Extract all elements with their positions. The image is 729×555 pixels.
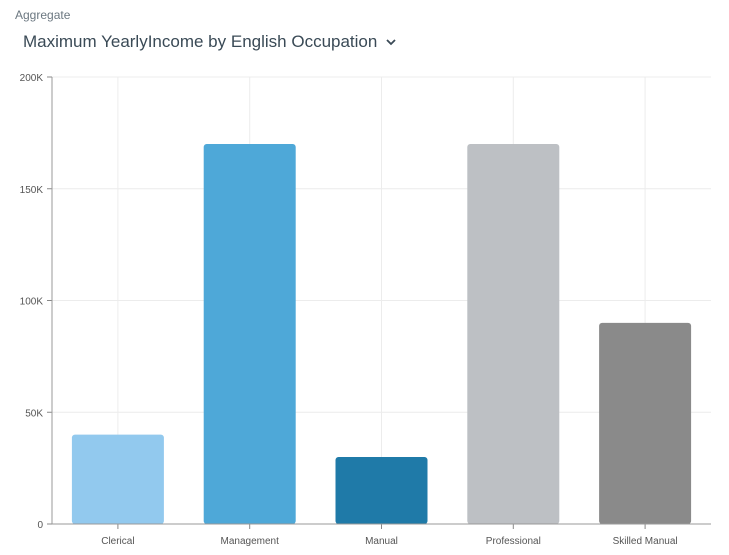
x-tick-label: Clerical [101, 536, 134, 547]
chart-title-dropdown[interactable]: Maximum YearlyIncome by English Occupati… [23, 32, 397, 52]
bar-manual[interactable] [335, 456, 428, 524]
y-tick-label: 150K [20, 185, 44, 196]
chart-title: Maximum YearlyIncome by English Occupati… [23, 32, 378, 51]
aggregate-label: Aggregate [15, 8, 71, 22]
y-tick-label: 200K [20, 73, 44, 84]
x-tick-label: Management [221, 536, 280, 547]
y-tick-label: 100K [20, 297, 44, 308]
x-tick-label: Manual [365, 536, 398, 547]
bar-skilled-manual[interactable] [599, 322, 692, 524]
bar-management[interactable] [203, 144, 296, 525]
x-tick-label: Skilled Manual [613, 536, 678, 547]
x-tick-label: Professional [486, 536, 541, 547]
bar-clerical[interactable] [71, 434, 164, 524]
y-tick-label: 0 [37, 520, 43, 531]
bar-professional[interactable] [467, 144, 560, 525]
y-tick-label: 50K [25, 408, 43, 419]
chevron-down-icon[interactable] [385, 36, 397, 48]
